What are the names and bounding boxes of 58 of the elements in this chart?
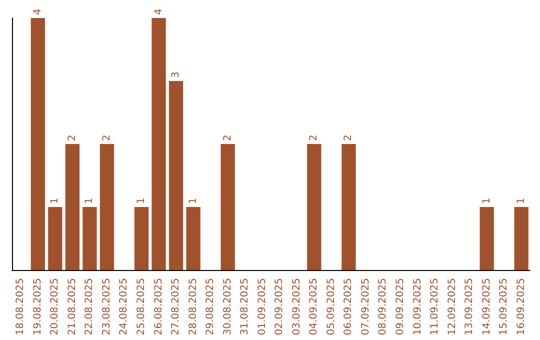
- x-tick-label: 08.09.2025: [378, 278, 389, 336]
- x-tick-label: 04.09.2025: [308, 278, 320, 336]
- x-tick-label: 22.08.2025: [84, 278, 96, 336]
- data-label: 2: [222, 134, 234, 141]
- bar: [65, 144, 80, 270]
- x-tick-label: 20.08.2025: [50, 278, 61, 336]
- x-tick-label: 29.08.2025: [205, 278, 216, 336]
- bar: [480, 207, 494, 270]
- data-label: 2: [101, 134, 112, 141]
- bar: [514, 207, 528, 270]
- bar: [100, 144, 114, 270]
- x-tick-label: 16.09.2025: [516, 278, 527, 336]
- x-tick-label: 01.09.2025: [256, 278, 268, 336]
- x-tick-label: 06.09.2025: [343, 278, 354, 336]
- data-label: 4: [153, 8, 164, 15]
- x-tick-label: 05.09.2025: [326, 278, 337, 336]
- data-label: 2: [66, 134, 78, 141]
- bar: [152, 18, 166, 270]
- data-label: 2: [308, 134, 320, 141]
- data-label: 1: [188, 198, 199, 204]
- bar: [134, 207, 149, 270]
- data-label: 1: [50, 198, 61, 204]
- bar: [82, 207, 97, 270]
- data-label: 1: [84, 198, 96, 204]
- data-label: 1: [516, 198, 527, 204]
- x-tick-label: 15.09.2025: [498, 278, 510, 336]
- bar: [168, 81, 184, 270]
- x-tick-label: 12.09.2025: [446, 278, 458, 336]
- x-tick-label: 03.09.2025: [291, 278, 302, 336]
- bar: [307, 144, 322, 270]
- x-tick-label: 14.09.2025: [481, 278, 492, 336]
- data-label: 2: [343, 134, 354, 141]
- data-label: 3: [170, 72, 182, 78]
- x-tick-label: 21.08.2025: [66, 278, 78, 336]
- x-tick-label: 31.08.2025: [240, 278, 251, 336]
- x-tick-label: 25.08.2025: [136, 278, 147, 336]
- data-label: 4: [32, 8, 44, 15]
- x-tick-label: 23.08.2025: [101, 278, 112, 336]
- x-tick-label: 27.08.2025: [170, 278, 182, 336]
- x-tick-label: 11.09.2025: [430, 278, 441, 336]
- x-tick-label: 10.09.2025: [412, 278, 424, 336]
- x-tick-label: 13.09.2025: [464, 278, 476, 336]
- x-tick-label: 18.08.2025: [15, 278, 26, 336]
- bar: [30, 18, 45, 270]
- bar: [220, 144, 235, 270]
- x-tick-label: 02.09.2025: [274, 278, 286, 336]
- bar: [48, 207, 62, 270]
- x-tick-label: 07.09.2025: [360, 278, 372, 336]
- data-label: 1: [136, 198, 147, 204]
- x-tick-label: 28.08.2025: [188, 278, 199, 336]
- x-tick-label: 26.08.2025: [153, 278, 164, 336]
- x-tick-label: 09.09.2025: [395, 278, 406, 336]
- x-tick-label: 24.08.2025: [118, 278, 130, 336]
- x-tick-label: 30.08.2025: [222, 278, 234, 336]
- bar: [342, 144, 356, 270]
- bar: [186, 207, 200, 270]
- data-label: 1: [481, 198, 492, 204]
- x-tick-label: 19.08.2025: [32, 278, 44, 336]
